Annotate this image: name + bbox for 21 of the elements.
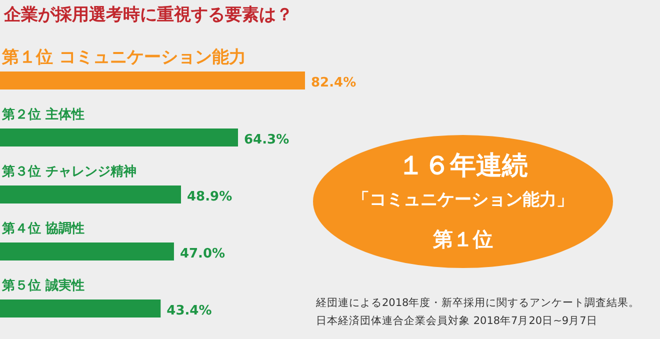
bar: [0, 128, 238, 146]
y-tick-label: 第５位 誠実性: [1, 278, 85, 294]
y-tick-label: 第４位 協調性: [1, 220, 85, 236]
data-label: 47.0%: [180, 246, 226, 262]
y-tick-label: 第１位 コミュニケーション能力: [1, 48, 246, 68]
data-label: 64.3%: [244, 132, 290, 148]
text: 第１位: [432, 226, 494, 253]
data-label: 82.4%: [311, 76, 356, 90]
data-label: 48.9%: [187, 190, 232, 204]
text: 「コミュニケーション能力」: [352, 189, 574, 211]
bar: [0, 72, 305, 90]
chart-title: 企業が採用選考時に重視する要素は？: [3, 5, 293, 25]
text: 日本経済団体連合企業会員対象 2018年7月20日~9月7日: [316, 314, 598, 328]
text: １６年連続: [397, 150, 529, 183]
y-tick-label: 第３位 チャレンジ精神: [1, 164, 137, 180]
text: 経団連による2018年度・新卒採用に関するアンケート調査結果。: [316, 296, 640, 310]
data-label: 43.4%: [166, 304, 212, 318]
y-tick-label: 第２位 主体性: [1, 106, 85, 122]
bar: [0, 186, 181, 204]
bar: [0, 300, 161, 318]
bar: [0, 242, 174, 260]
